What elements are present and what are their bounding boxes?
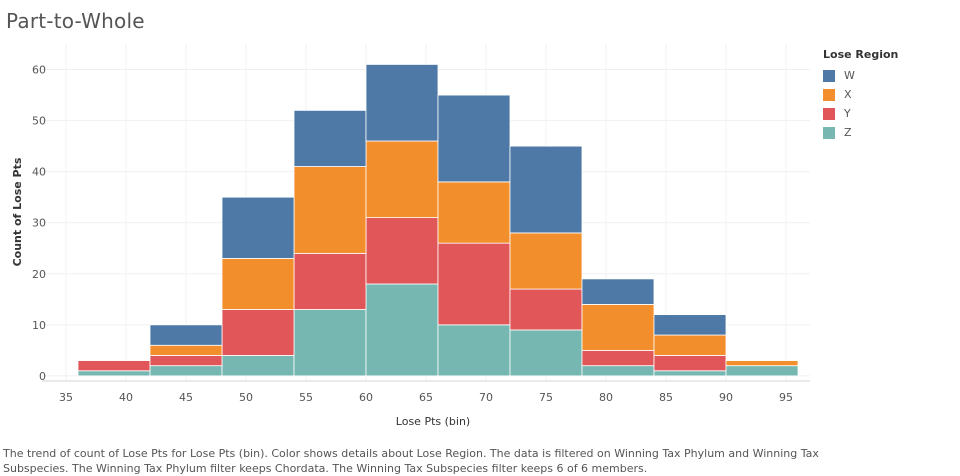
bar-segment-x xyxy=(437,181,511,244)
bar-segment-z xyxy=(365,283,439,377)
legend-item-label: W xyxy=(844,69,855,82)
legend-item-z[interactable]: Z xyxy=(823,123,898,142)
bar-segment-z xyxy=(77,370,151,377)
chart-title: Part-to-Whole xyxy=(6,9,145,33)
bar-segment-y xyxy=(581,349,655,367)
bar-segment-z xyxy=(725,365,799,377)
legend-item-x[interactable]: X xyxy=(823,85,898,104)
bar-segment-y xyxy=(437,242,511,326)
bar-segment-y xyxy=(149,355,223,367)
bar-segment-y xyxy=(221,309,295,356)
y-tick-label: 60 xyxy=(32,64,46,77)
y-tick-label: 0 xyxy=(39,370,46,383)
x-axis-label: Lose Pts (bin) xyxy=(396,415,470,428)
bar-segment-w xyxy=(221,196,295,259)
x-tick-label: 40 xyxy=(119,391,133,404)
y-tick-label: 40 xyxy=(32,166,46,179)
y-tick-label: 10 xyxy=(32,319,46,332)
axes: 35 40 45 50 55 60 65 70 75 80 85 90 95 0 10 20 30 40 50 60 xyxy=(32,64,810,404)
x-tick-label: 65 xyxy=(419,391,433,404)
bar-segment-w xyxy=(653,314,727,336)
bar-segment-z xyxy=(509,329,583,377)
bar-segment-y xyxy=(509,288,583,331)
bar-segment-x xyxy=(221,258,295,310)
x-tick-label: 80 xyxy=(599,391,613,404)
bar-segment-w xyxy=(293,109,367,167)
x-tick-label: 45 xyxy=(179,391,193,404)
x-tick-label: 85 xyxy=(659,391,673,404)
legend-item-label: Z xyxy=(844,126,852,139)
bar-segment-z xyxy=(653,370,727,377)
bars xyxy=(77,64,799,377)
x-tick-label: 70 xyxy=(479,391,493,404)
y-axis-label: Count of Lose Pts xyxy=(11,157,24,266)
x-tick-label: 50 xyxy=(239,391,253,404)
legend-item-label: X xyxy=(844,88,852,101)
y-tick-label: 20 xyxy=(32,268,46,281)
bar-segment-x xyxy=(509,232,583,290)
bar-segment-x xyxy=(149,344,223,356)
bar-segment-w xyxy=(509,145,583,234)
bar-segment-z xyxy=(149,365,223,377)
x-tick-label: 95 xyxy=(779,391,793,404)
y-tick-label: 30 xyxy=(32,217,46,230)
chart-caption: The trend of count of Lose Pts for Lose … xyxy=(3,447,819,475)
legend-swatch xyxy=(823,107,835,120)
bar-segment-z xyxy=(221,355,295,377)
legend-swatch xyxy=(823,69,835,82)
bar-segment-w xyxy=(149,324,223,346)
bar-segment-x xyxy=(293,166,367,254)
bar-segment-x xyxy=(653,334,727,356)
x-tick-label: 35 xyxy=(59,391,73,404)
legend-item-w[interactable]: W xyxy=(823,66,898,85)
bar-segment-x xyxy=(365,140,439,219)
x-tick-label: 60 xyxy=(359,391,373,404)
bar-segment-x xyxy=(581,304,655,351)
legend-item-y[interactable]: Y xyxy=(823,104,898,123)
y-tick-label: 50 xyxy=(32,115,46,128)
legend-title: Lose Region xyxy=(823,48,899,61)
x-tick-label: 75 xyxy=(539,391,553,404)
bar-segment-z xyxy=(581,365,655,377)
x-tick-label: 90 xyxy=(719,391,733,404)
bar-segment-y xyxy=(77,360,151,372)
bar-segment-y xyxy=(293,252,367,310)
bar-segment-y xyxy=(653,355,727,372)
bar-segment-y xyxy=(365,217,439,285)
bar-segment-w xyxy=(581,278,655,305)
x-tick-label: 55 xyxy=(299,391,313,404)
bar-segment-z xyxy=(293,309,367,377)
bar-segment-w xyxy=(437,94,511,183)
legend-swatch xyxy=(823,88,835,101)
bar-segment-x xyxy=(725,360,799,367)
bar-segment-z xyxy=(437,324,511,377)
legend-item-label: Y xyxy=(844,107,851,120)
legend-swatch xyxy=(823,126,835,139)
bar-segment-w xyxy=(365,64,439,142)
